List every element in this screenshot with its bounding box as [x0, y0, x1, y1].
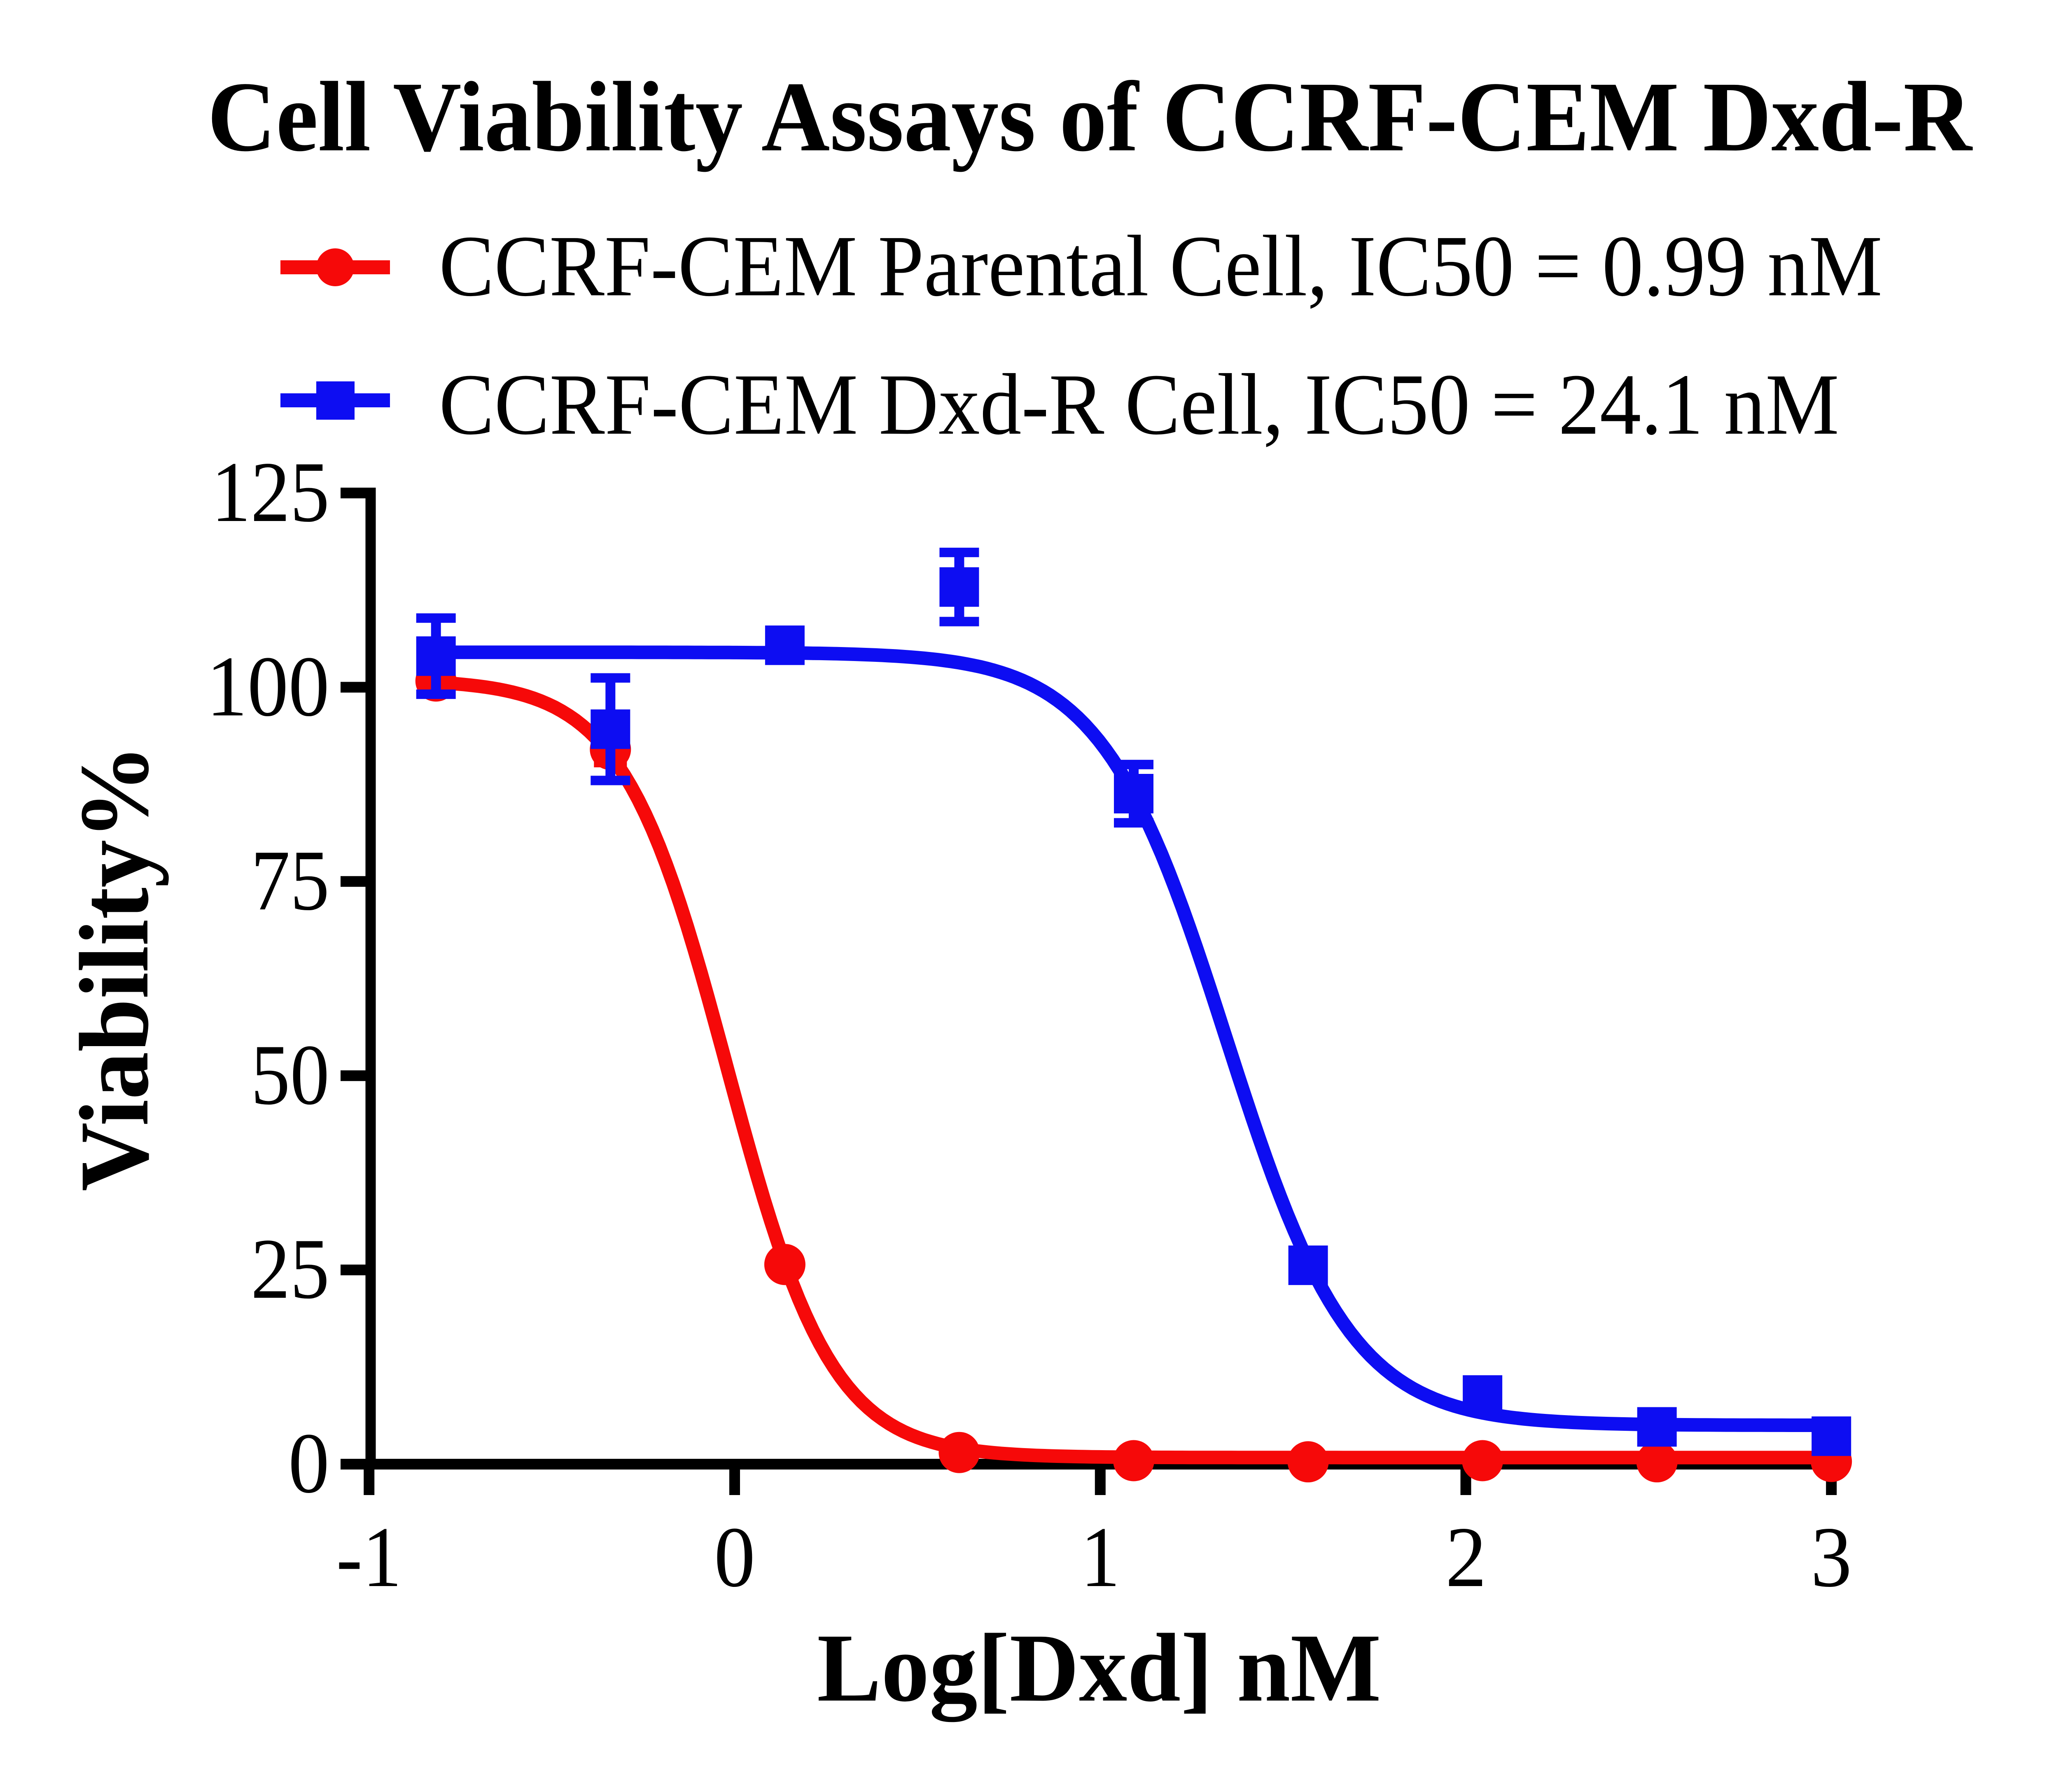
svg-text:75: 75 [251, 833, 329, 928]
svg-text:125: 125 [211, 444, 329, 540]
svg-text:3: 3 [1811, 1509, 1852, 1605]
svg-text:2: 2 [1445, 1509, 1487, 1605]
svg-text:1: 1 [1081, 1509, 1120, 1605]
svg-text:Log[Dxd] nM: Log[Dxd] nM [817, 1614, 1381, 1722]
svg-text:100: 100 [206, 639, 329, 734]
svg-text:-1: -1 [336, 1509, 402, 1605]
svg-text:CCRF-CEM Dxd-R Cell, IC50 = 24: CCRF-CEM Dxd-R Cell, IC50 = 24.1 nM [439, 356, 1839, 453]
svg-text:0: 0 [714, 1509, 755, 1605]
svg-text:0: 0 [288, 1416, 329, 1511]
svg-text:Viability%: Viability% [59, 745, 169, 1192]
svg-text:Cell Viability Assays of CCRF-: Cell Viability Assays of CCRF-CEM Dxd-R [208, 61, 1973, 172]
svg-text:50: 50 [251, 1027, 329, 1123]
svg-text:CCRF-CEM Parental Cell, IC50 =: CCRF-CEM Parental Cell, IC50 = 0.99 nM [439, 217, 1882, 314]
svg-text:25: 25 [251, 1221, 329, 1317]
